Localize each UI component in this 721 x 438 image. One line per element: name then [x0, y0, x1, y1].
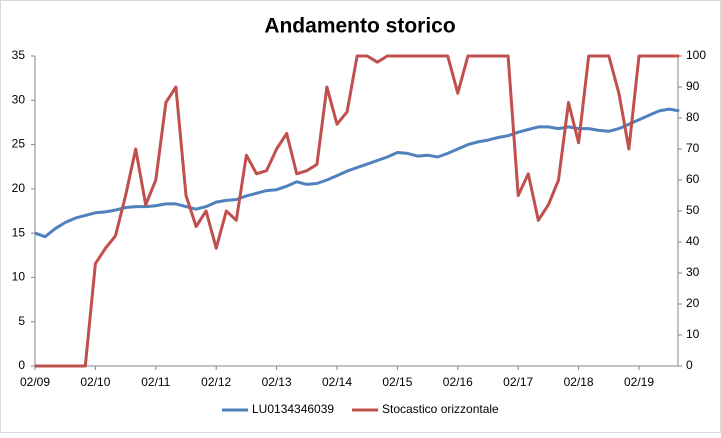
- y2-tick-label: 100: [686, 48, 706, 62]
- x-tick-label: 02/17: [503, 375, 533, 389]
- y2-tick-label: 80: [686, 110, 700, 124]
- y-tick-label: 10: [12, 270, 26, 284]
- y-tick-label: 0: [18, 358, 25, 372]
- y2-tick-label: 90: [686, 79, 700, 93]
- x-tick-label: 02/16: [443, 375, 473, 389]
- x-tick-label: 02/13: [262, 375, 292, 389]
- x-tick-label: 02/10: [80, 375, 110, 389]
- y2-tick-label: 0: [686, 358, 693, 372]
- legend-label: Stocastico orizzontale: [382, 402, 499, 416]
- x-tick-label: 02/09: [20, 375, 50, 389]
- y2-tick-label: 20: [686, 296, 700, 310]
- x-tick-label: 02/19: [624, 375, 654, 389]
- series-line: [34, 107, 680, 239]
- y-tick-label: 15: [12, 225, 26, 239]
- x-tick-label: 02/18: [564, 375, 594, 389]
- y2-tick-label: 70: [686, 141, 700, 155]
- x-tick-label: 02/12: [201, 375, 231, 389]
- y-tick-label: 20: [12, 181, 26, 195]
- x-tick-label: 02/14: [322, 375, 352, 389]
- y2-tick-label: 50: [686, 203, 700, 217]
- x-tick-label: 02/11: [141, 375, 170, 389]
- x-tick-label: 02/15: [382, 375, 412, 389]
- chart-title: Andamento storico: [264, 15, 455, 38]
- y-tick-label: 5: [18, 314, 25, 328]
- y-tick-label: 25: [12, 137, 26, 151]
- legend-label: LU0134346039: [252, 402, 334, 416]
- series-line: [35, 54, 680, 368]
- y-tick-label: 30: [12, 92, 26, 106]
- y2-tick-label: 40: [686, 234, 700, 248]
- y-tick-label: 35: [12, 48, 26, 62]
- y2-tick-label: 10: [686, 327, 700, 341]
- y2-tick-label: 60: [686, 172, 700, 186]
- y2-tick-label: 30: [686, 265, 700, 279]
